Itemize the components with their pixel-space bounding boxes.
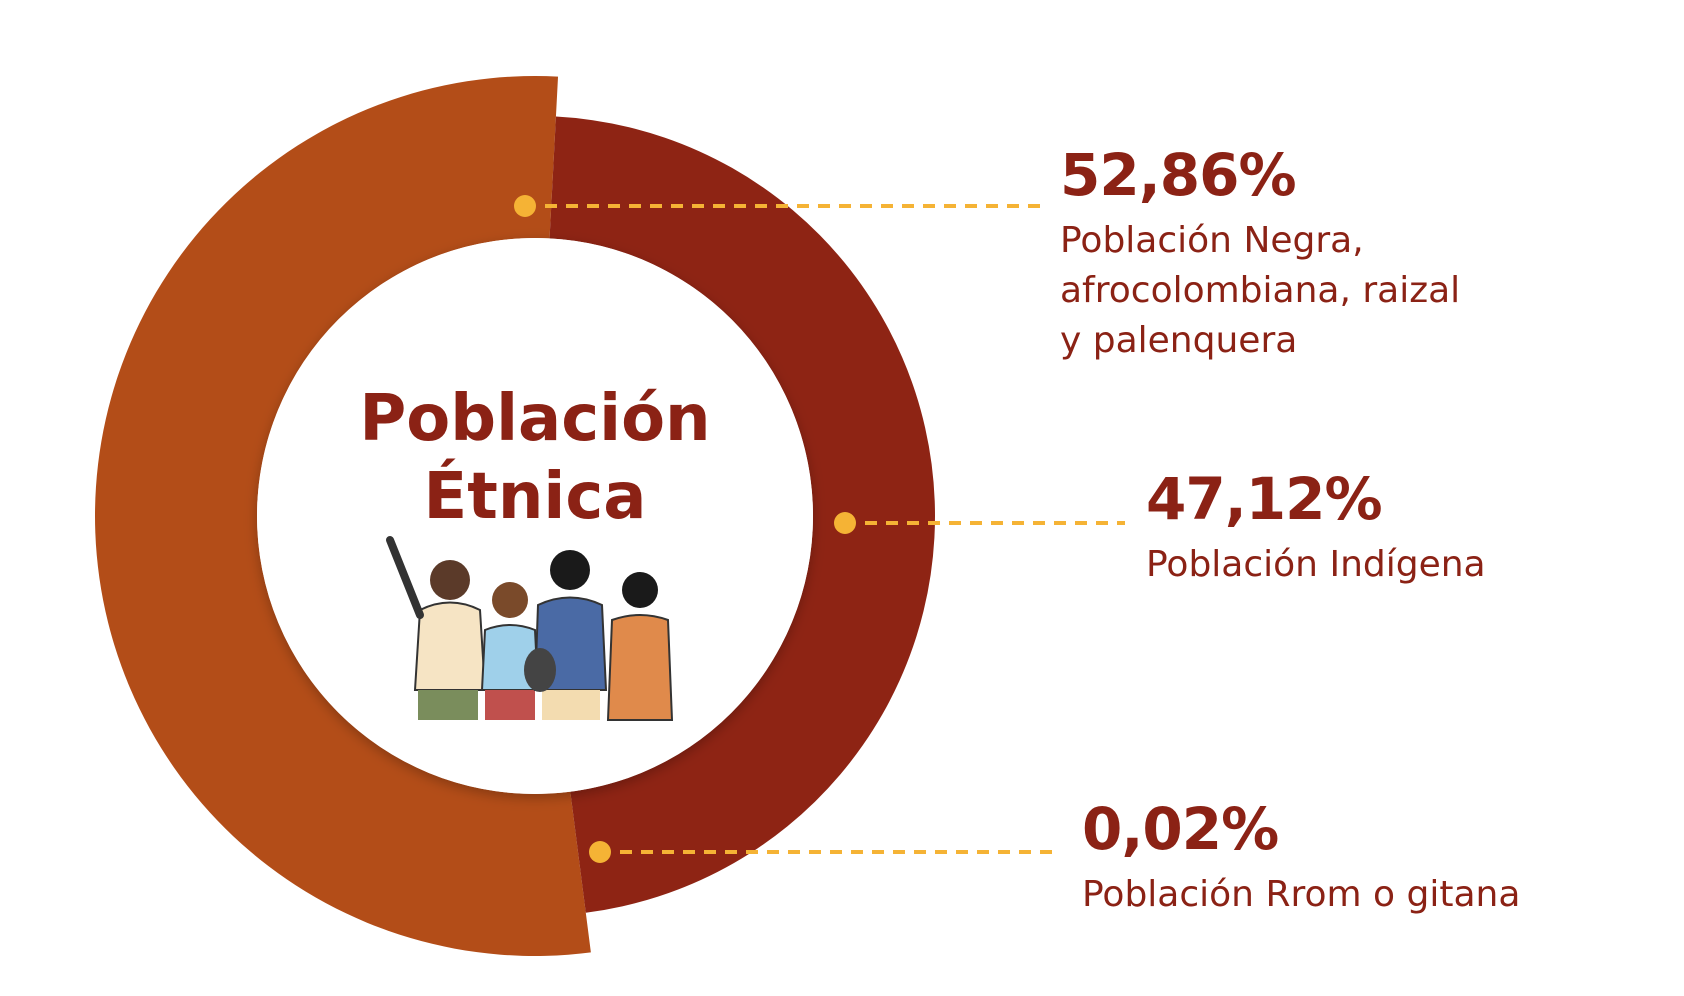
slice-indigena — [549, 116, 935, 913]
group-of-people-illustration — [386, 536, 674, 721]
category-label-line: Población Indígena — [1146, 544, 1486, 585]
donut-center — [257, 238, 813, 794]
category-label-line: Población Negra, — [1060, 220, 1364, 261]
category-label: Población Negra, afrocolombiana, raizal … — [1060, 216, 1460, 366]
leader-line-1 — [514, 195, 1040, 217]
label-negra-afrocolombiana: 52,86% Población Negra, afrocolombiana, … — [1060, 146, 1460, 366]
category-label: Población Rrom o gitana — [1082, 870, 1520, 920]
center-title-line-1: Población — [359, 382, 710, 456]
label-rrom-gitana: 0,02% Población Rrom o gitana — [1082, 800, 1520, 920]
category-label: Población Indígena — [1146, 540, 1486, 590]
category-label-line: Población Rrom o gitana — [1082, 874, 1521, 915]
label-indigena: 47,12% Población Indígena — [1146, 470, 1486, 590]
value-label: 47,12% — [1146, 465, 1383, 533]
value-label: 0,02% — [1082, 795, 1279, 863]
center-title-line-2: Étnica — [424, 458, 647, 534]
leader-line-3 — [589, 841, 1060, 863]
value-label: 52,86% — [1060, 141, 1297, 209]
leader-line-2 — [834, 512, 1125, 534]
slice-negra-afrocolombiana — [94, 75, 591, 957]
category-label-line: y palenquera — [1060, 320, 1298, 361]
category-label-line: afrocolombiana, raizal — [1060, 270, 1461, 311]
